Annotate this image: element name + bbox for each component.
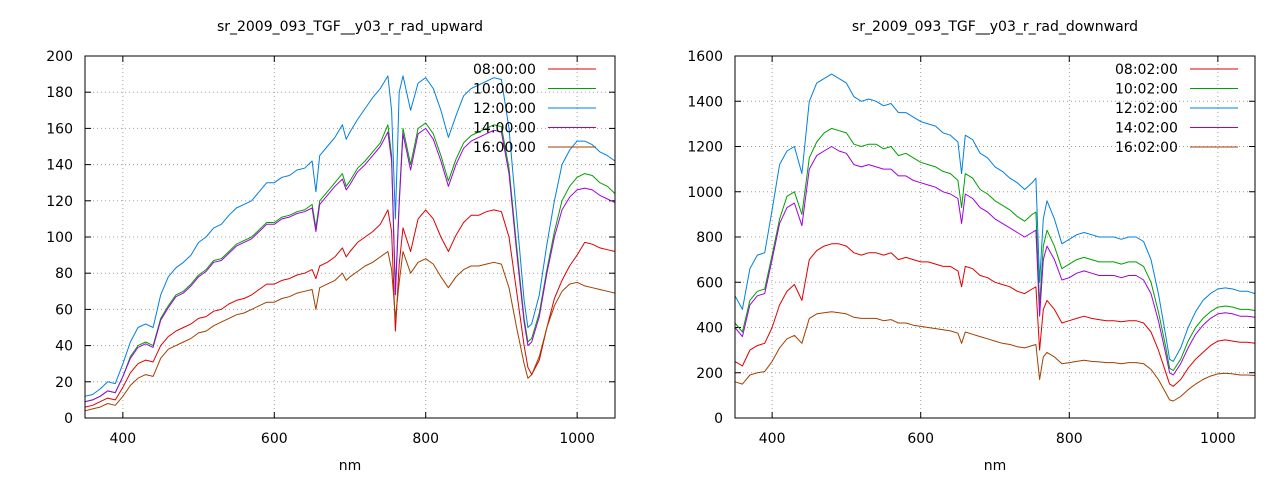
y-tick-label: 60: [55, 302, 73, 318]
series-line-12-02-00: [734, 73, 1256, 362]
x-tick-label: 1000: [559, 431, 595, 447]
plot-frame: [84, 55, 616, 419]
x-tick-label: 400: [109, 431, 136, 447]
series-line-10-00-00: [84, 122, 616, 403]
x-tick-label: 800: [412, 431, 439, 447]
y-tick-label: 20: [55, 375, 73, 391]
series-line-16-02-00: [734, 311, 1256, 402]
y-tick-label: 0: [714, 411, 723, 427]
x-tick-label: 600: [907, 431, 934, 447]
legend-label: 10:00:00: [473, 82, 536, 98]
y-tick-label: 1000: [687, 185, 723, 201]
legend-label: 12:02:00: [1115, 101, 1178, 117]
legend-label: 14:02:00: [1115, 121, 1178, 137]
chart-title: sr_2009_093_TGF__y03_r_rad_upward: [217, 19, 483, 35]
series-line-08-00-00: [84, 209, 616, 408]
legend-label: 10:02:00: [1115, 82, 1178, 98]
plot-frame: [734, 55, 1256, 419]
chart-title: sr_2009_093_TGF__y03_r_rad_downward: [852, 19, 1138, 35]
y-tick-label: 1200: [687, 140, 723, 156]
y-tick-label: 0: [64, 411, 73, 427]
y-tick-label: 100: [46, 230, 73, 246]
x-tick-label: 600: [261, 431, 288, 447]
y-tick-label: 120: [46, 194, 73, 210]
y-tick-label: 200: [46, 49, 73, 65]
y-tick-label: 1400: [687, 94, 723, 110]
y-tick-label: 1600: [687, 49, 723, 65]
series-line-08-02-00: [734, 243, 1256, 387]
y-tick-label: 80: [55, 266, 73, 282]
chart-downward: 0 200 400 600 800 1000 1200 1400 1600 400 600 800 10…: [687, 19, 1256, 474]
legend-label: 08:02:00: [1115, 62, 1178, 78]
legend-label: 14:00:00: [473, 121, 536, 137]
y-tick-label: 180: [46, 85, 73, 101]
legend-label: 08:00:00: [473, 62, 536, 78]
legend-label: 12:00:00: [473, 101, 536, 117]
series-line-14-02-00: [734, 146, 1256, 376]
legend-label: 16:02:00: [1115, 140, 1178, 156]
x-tick-label: 400: [759, 431, 786, 447]
x-tick-label: 800: [1056, 431, 1083, 447]
series-line-10-02-00: [734, 127, 1256, 371]
y-tick-label: 800: [696, 230, 723, 246]
y-tick-label: 140: [46, 158, 73, 174]
x-axis-label: nm: [339, 458, 362, 474]
y-tick-label: 600: [696, 275, 723, 291]
x-tick-label: 1000: [1200, 431, 1236, 447]
series-line-14-00-00: [84, 127, 616, 403]
x-axis-label: nm: [984, 458, 1007, 474]
chart-upward: 0 20 40 60 80 100 120 140 160 180 200 400 600 800 1000…: [46, 19, 616, 474]
y-tick-label: 40: [55, 339, 73, 355]
legend-label: 16:00:00: [473, 140, 536, 156]
series-line-12-00-00: [84, 75, 616, 397]
y-tick-label: 200: [696, 366, 723, 382]
y-tick-label: 400: [696, 321, 723, 337]
series-line-16-00-00: [84, 251, 616, 412]
y-tick-label: 160: [46, 121, 73, 137]
